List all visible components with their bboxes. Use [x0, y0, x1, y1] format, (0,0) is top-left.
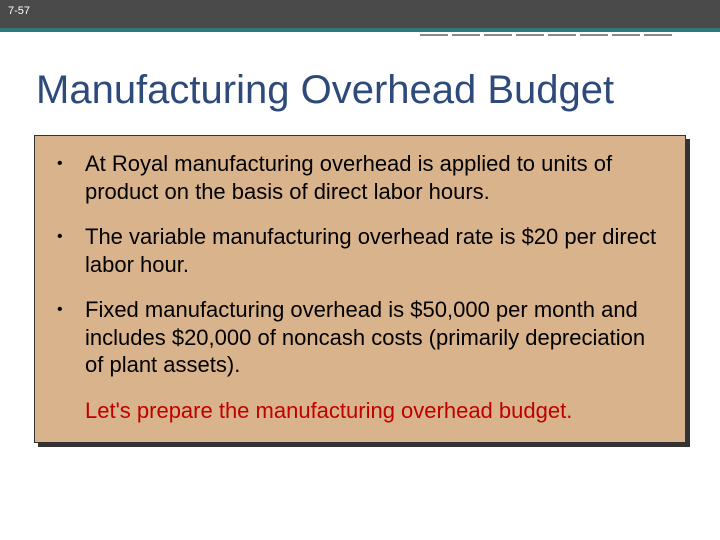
- accent-line: [0, 28, 720, 40]
- bullet-marker: •: [57, 223, 85, 251]
- bullet-item: • The variable manufacturing overhead ra…: [57, 223, 663, 278]
- bullet-marker: •: [57, 150, 85, 178]
- bullet-item: • At Royal manufacturing overhead is app…: [57, 150, 663, 205]
- bullet-marker: •: [57, 296, 85, 324]
- slide-title: Manufacturing Overhead Budget: [36, 68, 720, 113]
- bullet-item: • Fixed manufacturing overhead is $50,00…: [57, 296, 663, 379]
- bullet-text: At Royal manufacturing overhead is appli…: [85, 150, 663, 205]
- closing-text: Let's prepare the manufacturing overhead…: [85, 397, 663, 425]
- bullet-text: Fixed manufacturing overhead is $50,000 …: [85, 296, 663, 379]
- slide-number: 7-57: [8, 5, 30, 17]
- accent-dashes: [420, 34, 680, 36]
- bullet-text: The variable manufacturing overhead rate…: [85, 223, 663, 278]
- slide-header-bar: 7-57: [0, 0, 720, 28]
- content-box: • At Royal manufacturing overhead is app…: [34, 135, 686, 443]
- accent-teal-bar: [0, 28, 720, 32]
